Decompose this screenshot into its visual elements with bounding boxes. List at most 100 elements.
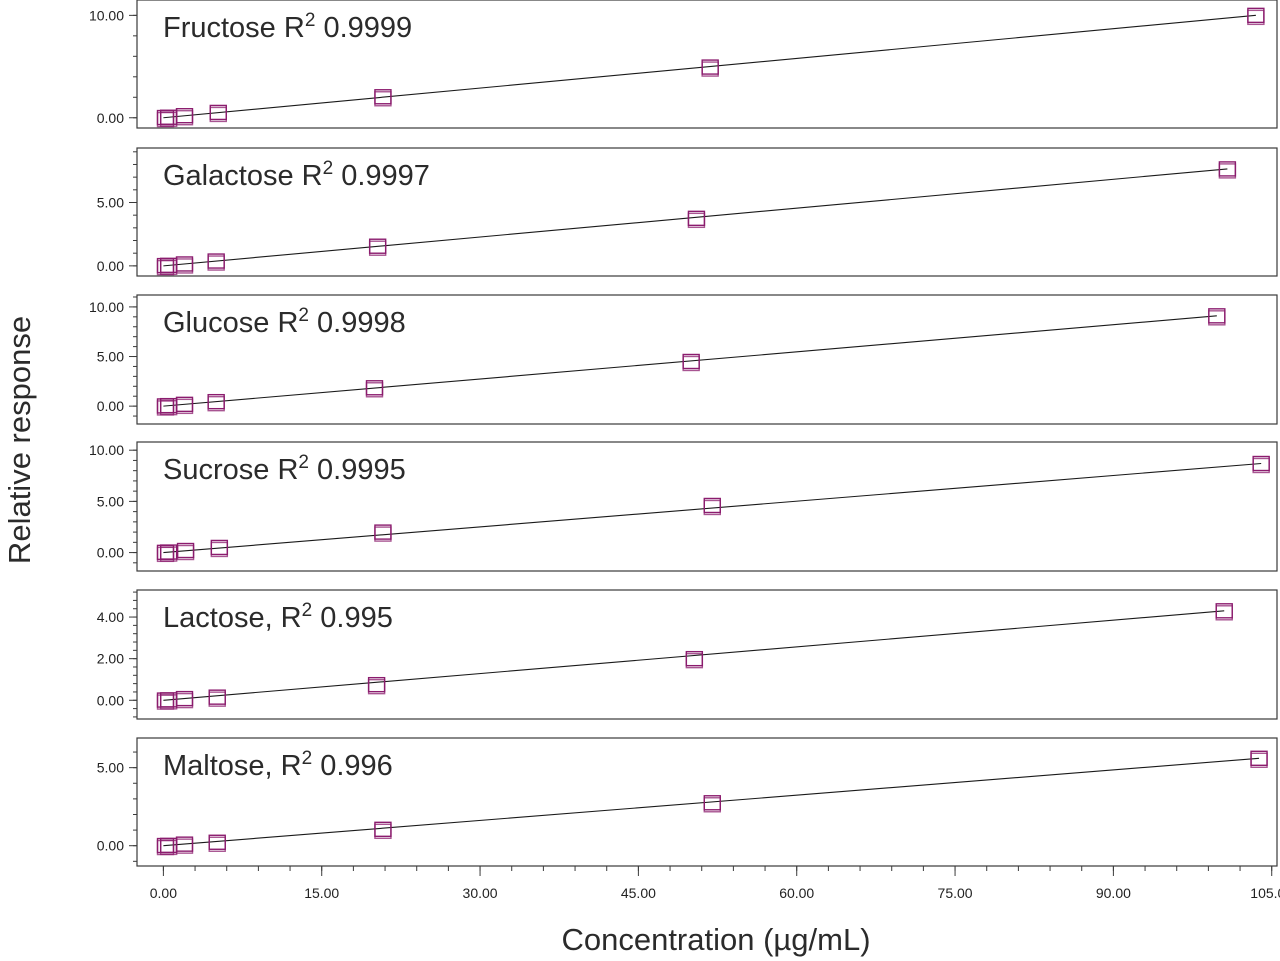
label-superscript: 2 <box>323 158 334 179</box>
data-point-replicate <box>210 541 229 558</box>
x-tick-label: 105.00 <box>1250 885 1280 901</box>
x-tick-label: 90.00 <box>1096 885 1131 901</box>
y-tick-label: 0.00 <box>97 398 124 414</box>
data-point-replicate <box>176 544 195 561</box>
label-r2-value: 0.996 <box>312 750 393 782</box>
label-text: Lactose, R <box>163 602 302 634</box>
data-point-replicate <box>1252 457 1270 474</box>
x-tick-label: 45.00 <box>621 885 656 901</box>
label-superscript: 2 <box>298 305 309 326</box>
data-point-replicate <box>368 240 387 256</box>
panel-label-fructose: Fructose R2 0.9999 <box>163 10 412 44</box>
panel-label-galactose: Galactose R2 0.9997 <box>163 158 430 192</box>
label-text: Fructose R <box>163 12 305 44</box>
y-tick-label: 10.00 <box>89 7 124 23</box>
data-point-replicate <box>367 678 386 695</box>
x-tick-label: 0.00 <box>150 885 177 901</box>
panel-label-glucose: Glucose R2 0.9998 <box>163 305 406 339</box>
panel-maltose: 0.00 5.00 Maltose, R2 0.996 <box>97 737 1278 867</box>
panel-galactose: 0.00 5.00 Galactose R2 0.9997 <box>97 147 1278 277</box>
data-point-replicate <box>703 499 721 516</box>
data-point-replicate <box>685 652 704 669</box>
data-point-replicate <box>209 106 227 123</box>
fit-line-galactose <box>163 168 1228 267</box>
panel-frame <box>136 147 1278 277</box>
panel-label-sucrose: Sucrose R2 0.9995 <box>163 452 406 486</box>
data-point-replicate <box>682 355 700 372</box>
data-point-replicate <box>1250 752 1268 768</box>
label-r2-value: 0.9997 <box>333 160 430 192</box>
panel-frame <box>136 589 1278 720</box>
data-point-replicate <box>1218 163 1237 179</box>
y-tick-label: 5.00 <box>97 194 124 210</box>
data-point-replicate <box>374 526 392 542</box>
y-tick-label: 10.00 <box>89 442 124 458</box>
data-point-replicate <box>175 398 194 415</box>
data-point-replicate <box>1247 9 1265 26</box>
data-point-replicate <box>365 382 384 398</box>
data-point-replicate <box>175 258 194 274</box>
data-point-replicate <box>208 691 226 707</box>
label-superscript: 2 <box>302 600 313 621</box>
panel-frame <box>136 294 1278 425</box>
data-point-replicate <box>374 823 392 840</box>
data-point-replicate <box>207 255 225 271</box>
panel-sucrose: 0.00 5.00 10.00 Sucrose R2 0.9995 <box>89 441 1278 572</box>
label-superscript: 2 <box>298 452 309 473</box>
data-point-replicate <box>159 546 178 562</box>
data-point-replicate <box>1208 310 1226 326</box>
fit-line-glucose <box>163 315 1217 407</box>
y-tick-label: 0.00 <box>97 545 124 561</box>
label-r2-value: 0.9999 <box>315 12 412 44</box>
label-superscript: 2 <box>305 10 316 31</box>
fit-line-lactose <box>163 610 1225 701</box>
panel-frame <box>136 737 1278 867</box>
x-tick-label: 30.00 <box>463 885 498 901</box>
label-r2-value: 0.995 <box>312 602 393 634</box>
y-tick-label: 0.00 <box>97 110 124 126</box>
y-tick-label: 10.00 <box>89 299 124 315</box>
y-tick-label: 5.00 <box>97 493 124 509</box>
panel-frame <box>136 0 1278 129</box>
label-text: Sucrose R <box>163 454 298 486</box>
x-tick-label: 60.00 <box>779 885 814 901</box>
panel-glucose: 0.00 5.00 10.00 Glucose R2 0.9998 <box>89 294 1278 425</box>
panel-label-lactose: Lactose, R2 0.995 <box>163 600 393 634</box>
label-text: Galactose R <box>163 160 323 192</box>
y-tick-label: 5.00 <box>97 760 124 776</box>
data-point-replicate <box>175 692 194 709</box>
data-point-replicate <box>374 91 392 107</box>
panel-label-maltose: Maltose, R2 0.996 <box>163 748 393 782</box>
x-axis: 0.00 15.00 30.00 45.00 60.00 75.00 90.00 105.00 <box>150 866 1280 901</box>
panel-frame <box>136 441 1278 572</box>
data-point-replicate <box>175 838 194 854</box>
y-axis-title: Relative response <box>2 316 37 564</box>
label-r2-value: 0.9995 <box>309 454 406 486</box>
x-axis-title: Concentration (µg/mL) <box>561 922 870 957</box>
data-point-replicate <box>703 797 721 813</box>
data-point-replicate <box>175 110 194 126</box>
panel-fructose: 0.00 10.00 Fructose R2 0.9999 <box>89 0 1278 129</box>
fit-line-maltose <box>163 757 1260 847</box>
data-point-replicate <box>687 212 706 229</box>
data-point-replicate <box>208 836 226 852</box>
x-tick-label: 75.00 <box>938 885 973 901</box>
y-tick-label: 5.00 <box>97 349 124 365</box>
data-point-replicate <box>701 61 719 77</box>
fit-line-sucrose <box>163 462 1262 554</box>
y-tick-label: 0.00 <box>97 838 124 854</box>
y-tick-label: 0.00 <box>97 692 124 708</box>
data-point-replicate <box>1215 605 1233 621</box>
y-tick-label: 4.00 <box>97 609 124 625</box>
x-tick-label: 15.00 <box>304 885 339 901</box>
label-text: Maltose, R <box>163 750 302 782</box>
y-tick-label: 0.00 <box>97 258 124 274</box>
panel-lactose: 0.00 2.00 4.00 Lactose, R2 0.995 <box>97 589 1278 720</box>
label-text: Glucose R <box>163 307 298 339</box>
label-r2-value: 0.9998 <box>309 307 406 339</box>
fit-line-fructose <box>163 14 1256 119</box>
label-superscript: 2 <box>302 748 313 769</box>
y-tick-label: 2.00 <box>97 651 124 667</box>
